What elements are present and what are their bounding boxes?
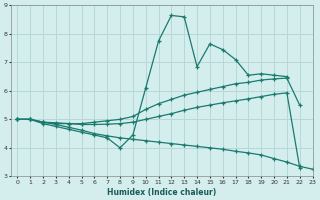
X-axis label: Humidex (Indice chaleur): Humidex (Indice chaleur) (107, 188, 216, 197)
